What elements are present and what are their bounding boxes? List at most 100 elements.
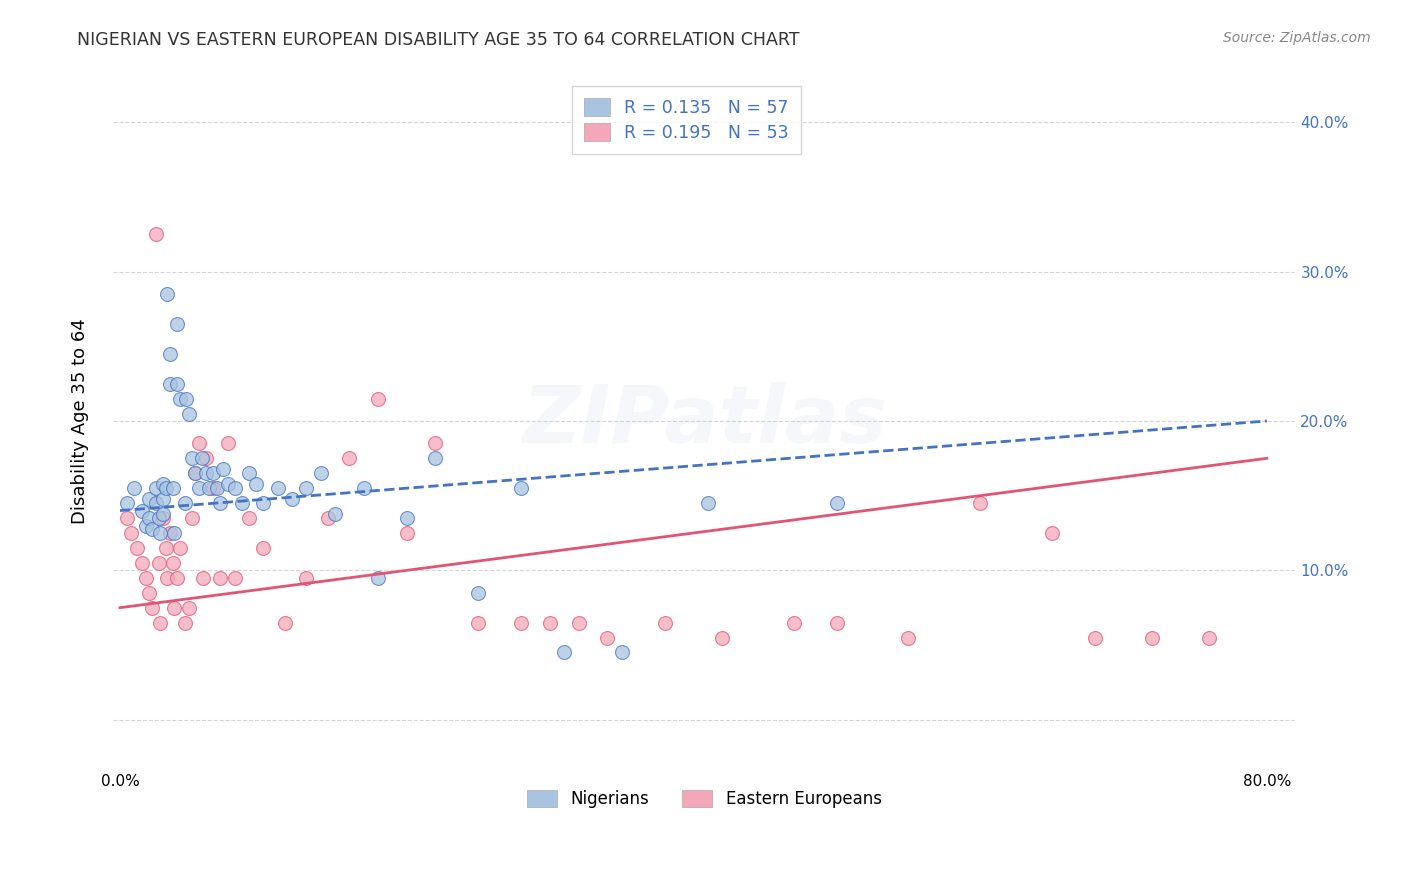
Point (187, 436, 209, 450)
Point (163, 526, 186, 541)
Point (1040, 526, 1063, 541)
Point (897, 631, 920, 645)
Point (309, 467, 332, 481)
Point (207, 481, 229, 495)
Text: ZIPatlas: ZIPatlas (522, 382, 887, 460)
Point (395, 526, 418, 541)
Point (183, 467, 205, 481)
Point (141, 522, 163, 536)
Point (510, 481, 533, 495)
Point (169, 541, 191, 555)
Point (209, 571, 232, 585)
Point (209, 496, 232, 510)
Point (166, 571, 188, 585)
Point (148, 511, 170, 525)
Point (195, 467, 218, 481)
Point (163, 600, 186, 615)
Point (212, 462, 235, 476)
Point (224, 571, 246, 585)
Point (195, 451, 218, 466)
Point (149, 526, 172, 541)
Point (159, 526, 181, 541)
Point (274, 615, 297, 630)
Point (238, 467, 260, 481)
Point (156, 571, 179, 585)
Point (538, 615, 561, 630)
Point (177, 407, 200, 421)
Legend: Nigerians, Eastern Europeans: Nigerians, Eastern Europeans (520, 783, 889, 814)
Point (141, 600, 163, 615)
Point (180, 511, 202, 525)
Point (121, 526, 143, 541)
Point (367, 571, 389, 585)
Y-axis label: Disability Age 35 to 64: Disability Age 35 to 64 (72, 318, 89, 524)
Point (180, 451, 202, 466)
Point (115, 511, 138, 525)
Point (169, 392, 191, 406)
Point (155, 541, 177, 555)
Point (162, 481, 184, 495)
Point (224, 481, 246, 495)
Point (173, 496, 195, 510)
Point (323, 507, 346, 521)
Point (145, 496, 167, 510)
Point (191, 571, 214, 585)
Point (115, 496, 138, 510)
Point (159, 347, 181, 361)
Point (124, 481, 146, 495)
Point (138, 586, 160, 600)
Point (267, 481, 290, 495)
Point (696, 496, 718, 510)
Point (155, 481, 177, 495)
Point (568, 615, 591, 630)
Point (135, 571, 157, 585)
Point (148, 556, 170, 570)
Point (166, 317, 188, 331)
Point (596, 631, 619, 645)
Point (252, 496, 274, 510)
Point (316, 511, 339, 525)
Point (1084, 631, 1107, 645)
Point (510, 615, 533, 630)
Point (217, 436, 239, 450)
Point (245, 476, 267, 491)
Point (138, 491, 160, 506)
Point (159, 376, 181, 391)
Point (610, 645, 633, 659)
Point (295, 481, 318, 495)
Point (281, 491, 304, 506)
Point (152, 507, 174, 521)
Point (183, 467, 205, 481)
Point (173, 615, 195, 630)
Point (1140, 631, 1163, 645)
Point (825, 496, 848, 510)
Point (654, 615, 676, 630)
Point (152, 476, 174, 491)
Point (353, 481, 375, 495)
Point (711, 631, 734, 645)
Point (395, 511, 418, 525)
Point (367, 392, 389, 406)
Point (131, 556, 153, 570)
Point (190, 451, 212, 466)
Point (145, 227, 167, 242)
Point (187, 481, 209, 495)
Point (467, 615, 489, 630)
Point (202, 467, 225, 481)
Point (145, 481, 167, 495)
Point (425, 436, 447, 450)
Point (156, 287, 179, 301)
Point (337, 451, 360, 466)
Point (131, 503, 153, 517)
Point (166, 376, 188, 391)
Point (217, 476, 239, 491)
Point (231, 496, 253, 510)
Point (425, 451, 447, 466)
Point (467, 586, 489, 600)
Point (162, 556, 184, 570)
Text: NIGERIAN VS EASTERN EUROPEAN DISABILITY AGE 35 TO 64 CORRELATION CHART: NIGERIAN VS EASTERN EUROPEAN DISABILITY … (77, 31, 800, 49)
Point (135, 518, 157, 533)
Point (152, 511, 174, 525)
Point (238, 511, 260, 525)
Point (138, 511, 160, 525)
